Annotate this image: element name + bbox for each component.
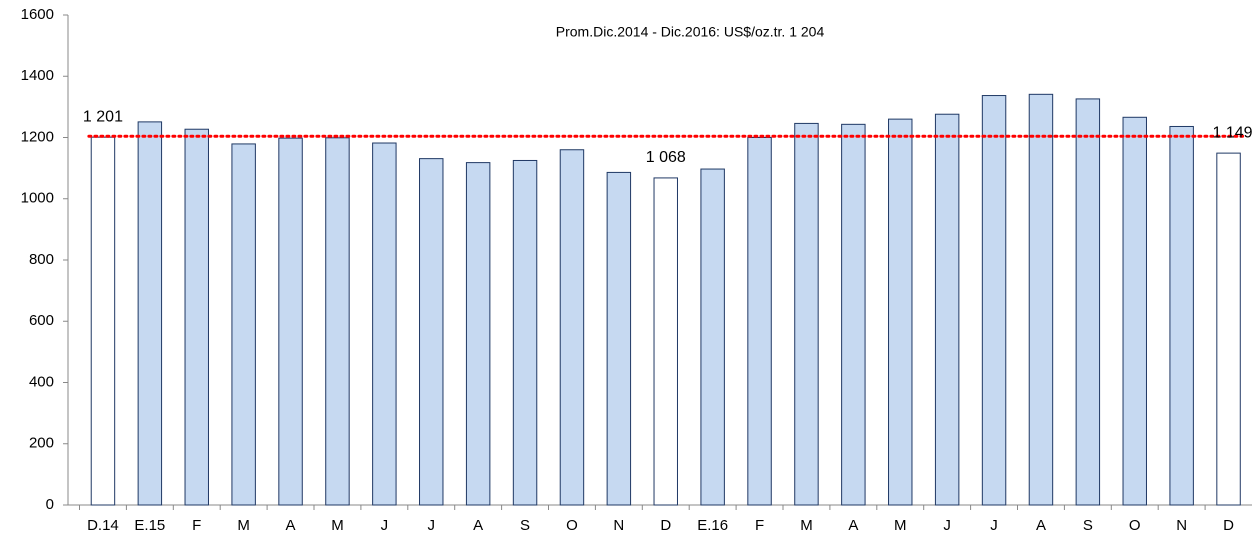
bar: [512, 159, 538, 506]
x-tick-label: D: [660, 517, 671, 534]
x-tick-label: F: [755, 517, 764, 534]
y-tick-label: 1000: [21, 190, 54, 207]
bar: [841, 123, 866, 506]
x-tick-label: D.14: [87, 517, 119, 534]
x-tick-label: A: [1036, 517, 1046, 534]
bar: [1122, 116, 1147, 506]
bar: [372, 142, 397, 506]
x-tick-label: D: [1223, 517, 1234, 534]
bar: [278, 137, 303, 506]
x-tick-label: S: [1083, 517, 1093, 534]
y-tick-label: 200: [29, 435, 54, 452]
bar: [794, 122, 819, 506]
bar: [559, 149, 585, 506]
x-tick-label: M: [800, 517, 813, 534]
bar: [231, 143, 256, 506]
y-tick-label: 0: [46, 496, 54, 513]
bar: [1075, 98, 1101, 506]
x-tick-label: O: [566, 517, 578, 534]
y-tick-label: 600: [29, 312, 54, 329]
bar: [465, 162, 491, 506]
y-tick-label: 1600: [21, 6, 54, 23]
x-tick-label: J: [990, 517, 998, 534]
x-tick-label: M: [894, 517, 907, 534]
data-label: 1 149: [1213, 124, 1253, 141]
bar: [653, 177, 678, 506]
bar: [1028, 93, 1054, 506]
data-label: 1 201: [83, 108, 123, 125]
reference-label: Prom.Dic.2014 - Dic.2016: US$/oz.tr. 1 2…: [556, 24, 825, 40]
x-tick-label: M: [237, 517, 250, 534]
x-tick-label: J: [428, 517, 436, 534]
bar: [606, 171, 632, 506]
bar: [137, 121, 163, 506]
bar: [1169, 125, 1194, 506]
data-label: 1 068: [646, 149, 686, 166]
bar: [747, 137, 772, 506]
x-tick-label: S: [520, 517, 530, 534]
x-tick-label: J: [381, 517, 389, 534]
x-tick-label: A: [848, 517, 858, 534]
x-tick-label: E.15: [134, 517, 165, 534]
x-tick-label: N: [613, 517, 624, 534]
bar: [325, 137, 350, 506]
x-tick-label: O: [1129, 517, 1141, 534]
x-tick-label: M: [331, 517, 344, 534]
x-tick-label: N: [1176, 517, 1187, 534]
bar: [184, 128, 209, 506]
y-tick-label: 800: [29, 251, 54, 268]
bar: [90, 136, 116, 506]
y-tick-label: 400: [29, 373, 54, 390]
bar: [934, 113, 960, 506]
x-tick-label: J: [943, 517, 951, 534]
bar: [981, 95, 1007, 506]
x-tick-label: F: [192, 517, 201, 534]
bar: [700, 168, 725, 506]
x-tick-label: A: [286, 517, 296, 534]
x-tick-label: A: [473, 517, 483, 534]
x-tick-label: E.16: [697, 517, 728, 534]
bar: [1216, 152, 1241, 506]
bar: [419, 158, 444, 506]
y-tick-label: 1400: [21, 67, 54, 84]
y-tick-label: 1200: [21, 128, 54, 145]
bar: [888, 118, 913, 506]
